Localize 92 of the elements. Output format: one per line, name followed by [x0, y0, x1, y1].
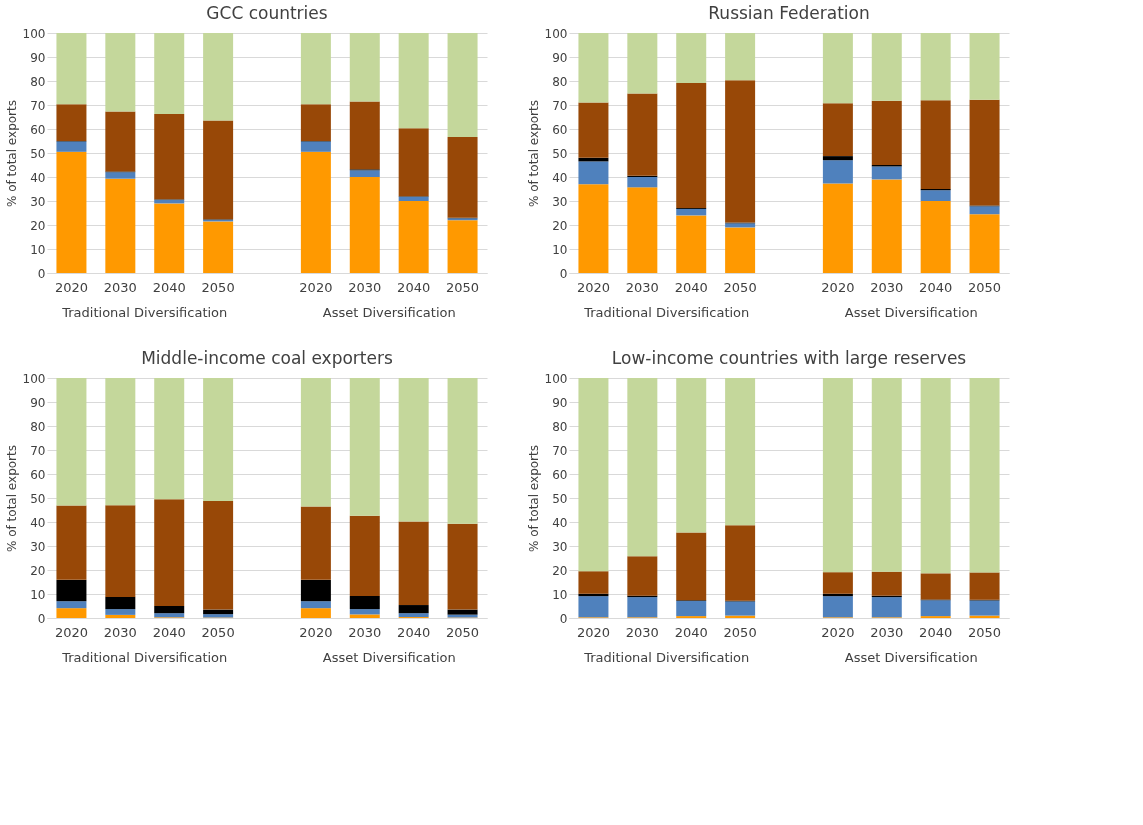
- x-tick-label: 2020: [54, 624, 88, 640]
- y-axis-title: % of total exports: [4, 445, 19, 552]
- y-tick-label: 10: [30, 587, 46, 602]
- x-tick-label: 2020: [576, 624, 610, 640]
- y-tick-label: 50: [30, 491, 46, 506]
- y-tick-label: 70: [552, 98, 568, 113]
- y-tick-label: 40: [552, 515, 568, 530]
- y-tick-label: 20: [30, 218, 46, 233]
- x-tick-label: 2040: [919, 279, 953, 295]
- y-tick-label: 0: [37, 611, 46, 626]
- y-tick-label: 50: [552, 491, 568, 506]
- x-tick-label: 2050: [968, 624, 1002, 640]
- x-tick-label: 2040: [397, 624, 431, 640]
- x-tick-label: 2020: [54, 279, 88, 295]
- y-tick-label: 60: [552, 122, 568, 137]
- x-tick-label: 2020: [299, 279, 333, 295]
- x-tick-label: 2050: [446, 279, 480, 295]
- text: Asset Diversification: [322, 305, 456, 320]
- y-tick-label: 70: [30, 98, 46, 113]
- y-tick-label: 40: [30, 515, 46, 530]
- x-tick-label: 2050: [968, 279, 1002, 295]
- text: Asset Diversification: [844, 305, 978, 320]
- y-tick-label: 90: [30, 395, 46, 410]
- chart-title: GCC countries: [206, 3, 328, 23]
- x-tick-label: 2050: [201, 624, 235, 640]
- y-tick-label: 60: [552, 467, 568, 482]
- x-tick-label: 2040: [674, 624, 708, 640]
- x-tick-label: 2040: [152, 279, 186, 295]
- y-tick-label: 30: [552, 194, 568, 209]
- x-tick-label: 2040: [397, 279, 431, 295]
- y-tick-label: 10: [552, 587, 568, 602]
- y-tick-label: 70: [30, 443, 46, 458]
- y-tick-label: 80: [30, 74, 46, 89]
- y-axis-title: % of total exports: [526, 100, 541, 207]
- y-tick-label: 0: [37, 266, 46, 281]
- y-tick-label: 80: [552, 419, 568, 434]
- y-axis-title: % of total exports: [4, 100, 19, 207]
- y-tick-label: 90: [30, 50, 46, 65]
- y-tick-label: 90: [552, 50, 568, 65]
- x-tick-label: 2050: [723, 624, 757, 640]
- y-tick-label: 20: [552, 218, 568, 233]
- x-tick-label: 2020: [299, 624, 333, 640]
- x-tick-label: 2030: [870, 624, 904, 640]
- chart-title: Middle-income coal exporters: [141, 348, 393, 368]
- x-tick-label: 2030: [625, 624, 659, 640]
- y-tick-label: 100: [544, 26, 568, 41]
- y-tick-label: 40: [30, 170, 46, 185]
- chart-title: Russian Federation: [708, 3, 870, 23]
- x-tick-label: 2020: [821, 279, 855, 295]
- text: Traditional Diversification: [583, 305, 750, 320]
- y-tick-label: 20: [552, 563, 568, 578]
- y-tick-label: 50: [30, 146, 46, 161]
- x-tick-label: 2050: [201, 279, 235, 295]
- y-axis-title: % of total exports: [526, 445, 541, 552]
- y-tick-label: 50: [552, 146, 568, 161]
- y-tick-label: 100: [22, 371, 46, 386]
- y-tick-label: 10: [552, 242, 568, 257]
- x-tick-label: 2050: [446, 624, 480, 640]
- x-tick-label: 2020: [576, 279, 610, 295]
- x-tick-label: 2040: [674, 279, 708, 295]
- y-tick-label: 10: [30, 242, 46, 257]
- x-tick-label: 2020: [821, 624, 855, 640]
- y-tick-label: 0: [559, 611, 568, 626]
- text: Traditional Diversification: [583, 650, 750, 665]
- y-tick-label: 30: [30, 194, 46, 209]
- x-tick-label: 2040: [919, 624, 953, 640]
- text: Traditional Diversification: [61, 650, 228, 665]
- x-tick-label: 2040: [152, 624, 186, 640]
- x-tick-label: 2030: [348, 624, 382, 640]
- y-tick-label: 60: [30, 467, 46, 482]
- chart-title: Low-income countries with large reserves: [611, 348, 967, 368]
- y-tick-label: 0: [559, 266, 568, 281]
- x-tick-label: 2030: [103, 624, 137, 640]
- y-tick-label: 80: [552, 74, 568, 89]
- y-tick-label: 80: [30, 419, 46, 434]
- text: Asset Diversification: [322, 650, 456, 665]
- x-tick-label: 2050: [723, 279, 757, 295]
- y-tick-label: 30: [552, 539, 568, 554]
- y-tick-label: 90: [552, 395, 568, 410]
- y-tick-label: 40: [552, 170, 568, 185]
- y-tick-label: 60: [30, 122, 46, 137]
- y-tick-label: 20: [30, 563, 46, 578]
- x-tick-label: 2030: [625, 279, 659, 295]
- x-tick-label: 2030: [348, 279, 382, 295]
- y-tick-label: 30: [30, 539, 46, 554]
- text: Traditional Diversification: [61, 305, 228, 320]
- y-tick-label: 70: [552, 443, 568, 458]
- x-tick-label: 2030: [103, 279, 137, 295]
- y-tick-label: 100: [544, 371, 568, 386]
- x-tick-label: 2030: [870, 279, 904, 295]
- y-tick-label: 100: [22, 26, 46, 41]
- text: Asset Diversification: [844, 650, 978, 665]
